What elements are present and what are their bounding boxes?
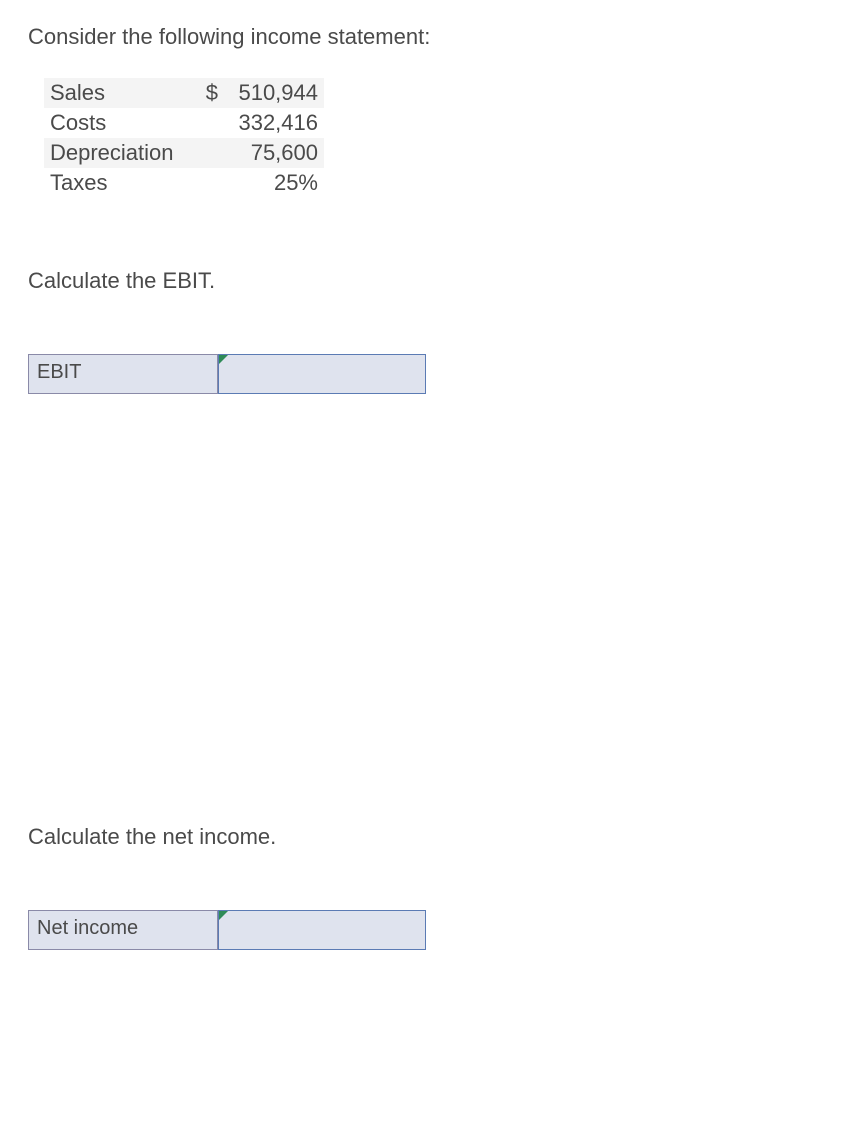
row-label: Taxes	[44, 168, 194, 198]
question-1-prompt: Calculate the EBIT.	[28, 268, 818, 294]
ebit-answer-row: EBIT	[28, 354, 426, 394]
net-income-answer-row: Net income	[28, 910, 426, 950]
income-statement-table: Sales $ 510,944 Costs 332,416 Depreciati…	[44, 78, 324, 198]
row-value: 332,416	[224, 108, 324, 138]
table-row: Costs 332,416	[44, 108, 324, 138]
row-value: 75,600	[224, 138, 324, 168]
table-row: Sales $ 510,944	[44, 78, 324, 108]
ebit-label: EBIT	[28, 354, 218, 394]
table-row: Taxes 25%	[44, 168, 324, 198]
net-income-label: Net income	[28, 910, 218, 950]
input-flag-icon	[219, 355, 228, 364]
row-currency	[194, 108, 224, 138]
input-flag-icon	[219, 911, 228, 920]
net-income-input-cell[interactable]	[218, 910, 426, 950]
row-value: 25%	[224, 168, 324, 198]
row-label: Sales	[44, 78, 194, 108]
intro-text: Consider the following income statement:	[28, 24, 818, 50]
row-label: Costs	[44, 108, 194, 138]
row-currency	[194, 168, 224, 198]
row-label: Depreciation	[44, 138, 194, 168]
ebit-input-cell[interactable]	[218, 354, 426, 394]
net-income-input[interactable]	[219, 911, 425, 949]
row-currency: $	[194, 78, 224, 108]
ebit-input[interactable]	[219, 355, 425, 393]
row-currency	[194, 138, 224, 168]
row-value: 510,944	[224, 78, 324, 108]
table-row: Depreciation 75,600	[44, 138, 324, 168]
question-2-prompt: Calculate the net income.	[28, 824, 818, 850]
